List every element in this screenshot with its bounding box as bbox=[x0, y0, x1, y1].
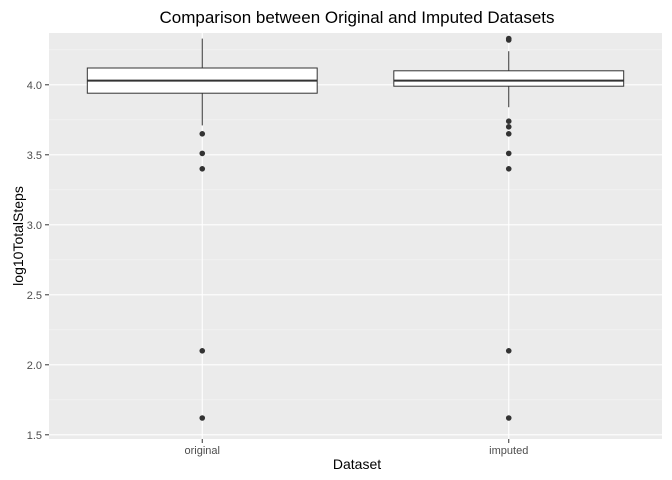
outlier-point bbox=[199, 131, 206, 137]
x-axis-title: Dataset bbox=[333, 456, 381, 472]
box-imputed bbox=[393, 35, 625, 421]
y-axis: 1.5 2.0 2.5 3.0 3.5 4.0 bbox=[27, 80, 49, 442]
outlier-point bbox=[199, 415, 206, 421]
x-tick-label: imputed bbox=[489, 445, 528, 457]
y-tick-label: 2.5 bbox=[27, 290, 42, 302]
x-tick-label: original bbox=[185, 445, 220, 457]
outlier-point bbox=[505, 348, 512, 354]
outlier-point bbox=[199, 348, 206, 354]
x-axis: original imputed bbox=[185, 439, 528, 457]
outlier-point bbox=[199, 150, 206, 157]
boxes bbox=[86, 35, 625, 421]
outlier-point bbox=[505, 415, 512, 421]
outlier-point bbox=[505, 166, 512, 172]
y-axis-title: log10TotalSteps bbox=[10, 186, 26, 286]
box-original bbox=[86, 38, 318, 421]
outlier-point bbox=[505, 124, 512, 130]
outlier-point bbox=[505, 150, 512, 157]
y-tick-label: 3.5 bbox=[27, 150, 42, 162]
chart-title: Comparison between Original and Imputed … bbox=[160, 8, 555, 27]
y-tick-label: 2.0 bbox=[27, 360, 42, 372]
outlier-point bbox=[199, 166, 206, 172]
y-tick-label: 3.0 bbox=[27, 220, 42, 232]
outlier-point bbox=[505, 118, 512, 124]
y-tick-label: 4.0 bbox=[27, 80, 42, 92]
outlier-point bbox=[505, 131, 512, 137]
plot-panel bbox=[49, 33, 662, 439]
outlier-point bbox=[505, 37, 512, 43]
y-tick-label: 1.5 bbox=[27, 430, 42, 442]
box-iqr bbox=[393, 70, 625, 87]
